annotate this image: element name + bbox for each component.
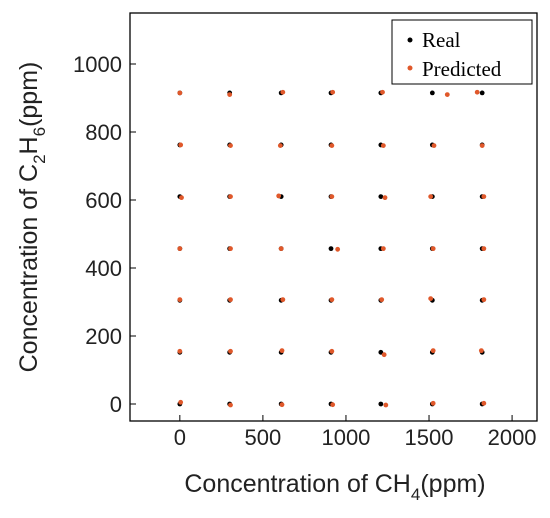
data-point-predicted — [329, 297, 335, 303]
y-tick-label: 400 — [85, 256, 122, 281]
y-axis-title: Concentration of C2H6(ppm) — [15, 62, 49, 373]
y-axis-title-subscript-2: 6 — [30, 127, 49, 136]
data-point-predicted — [280, 89, 286, 95]
data-point-predicted — [330, 402, 336, 408]
data-point-predicted — [481, 400, 487, 406]
data-point-real — [378, 194, 384, 200]
points-layer — [177, 89, 487, 408]
data-point-predicted — [379, 297, 385, 303]
x-axis-title: Concentration of CH4(ppm) — [184, 470, 485, 504]
y-tick-label: 1000 — [73, 52, 122, 77]
x-tick-label: 1500 — [405, 425, 454, 450]
data-point-predicted — [228, 297, 233, 303]
data-point-predicted — [383, 402, 389, 408]
data-point-predicted — [228, 194, 233, 200]
data-point-predicted — [481, 297, 487, 303]
data-point-predicted — [228, 348, 233, 354]
data-point-predicted — [178, 142, 184, 148]
data-point-predicted — [431, 143, 437, 149]
data-point-predicted — [329, 143, 335, 149]
data-point-predicted — [178, 399, 184, 405]
data-point-predicted — [177, 297, 183, 303]
data-point-predicted — [478, 348, 484, 354]
data-point-predicted — [329, 348, 335, 354]
data-point-predicted — [481, 246, 487, 252]
data-point-real — [429, 90, 435, 96]
x-tick-label: 1000 — [321, 425, 370, 450]
data-point-predicted — [430, 348, 436, 354]
data-point-predicted — [481, 194, 487, 200]
data-point-predicted — [278, 246, 284, 252]
data-point-predicted — [277, 143, 283, 149]
data-point-predicted — [380, 89, 385, 95]
data-point-predicted — [380, 246, 386, 252]
data-point-predicted — [228, 246, 233, 252]
y-axis-title-prefix: Concentration of C — [15, 164, 43, 372]
data-point-predicted — [479, 143, 485, 149]
data-point-predicted — [228, 143, 233, 149]
x-tick-label: 2000 — [488, 425, 537, 450]
plot-frame — [129, 12, 538, 422]
legend-label-predicted: Predicted — [422, 57, 502, 81]
data-point-real — [378, 401, 384, 407]
x-axis-title-prefix: Concentration of CH — [184, 470, 411, 498]
data-point-predicted — [444, 92, 450, 97]
data-point-predicted — [430, 246, 436, 252]
legend-box — [391, 19, 533, 85]
y-tick-label: 800 — [85, 120, 122, 145]
data-point-predicted — [382, 195, 388, 201]
data-point-predicted — [280, 297, 286, 303]
data-point-predicted — [279, 402, 285, 408]
x-axis-title-suffix: (ppm) — [420, 470, 485, 498]
data-point-real — [328, 246, 334, 252]
data-point-predicted — [428, 296, 434, 301]
data-point-predicted — [279, 348, 285, 354]
data-point-predicted — [330, 89, 336, 95]
y-axis-title-subscript-1: 2 — [30, 154, 49, 163]
legend: Real Predicted — [391, 19, 533, 85]
data-point-real — [378, 349, 384, 355]
legend-marker-real — [407, 37, 413, 43]
x-tick-label: 0 — [174, 425, 186, 450]
data-point-predicted — [177, 90, 183, 96]
data-point-predicted — [177, 246, 183, 252]
data-point-predicted — [430, 400, 436, 406]
x-axis-title-subscript: 4 — [411, 485, 420, 504]
legend-label-real: Real — [422, 28, 461, 52]
data-point-predicted — [177, 348, 183, 354]
data-point-real — [479, 90, 485, 96]
x-tick-label: 500 — [245, 425, 282, 450]
data-point-predicted — [227, 92, 233, 97]
data-point-predicted — [228, 402, 233, 408]
y-tick-label: 600 — [85, 188, 122, 213]
data-point-predicted — [380, 143, 386, 149]
legend-marker-predicted — [407, 65, 413, 71]
data-point-predicted — [179, 195, 184, 201]
data-point-predicted — [428, 194, 434, 200]
y-axis-title-suffix: (ppm) — [15, 62, 43, 127]
data-point-predicted — [381, 352, 387, 358]
data-point-predicted — [329, 194, 335, 200]
data-point-predicted — [474, 89, 480, 95]
y-tick-label: 200 — [85, 324, 122, 349]
ticks-layer: 0 500 1000 1500 2000 0 200 400 600 800 1000 — [73, 52, 537, 450]
y-axis-title-mid: H — [15, 136, 43, 154]
y-tick-label: 0 — [110, 392, 122, 417]
data-point-predicted — [276, 193, 282, 199]
data-point-predicted — [335, 246, 341, 252]
